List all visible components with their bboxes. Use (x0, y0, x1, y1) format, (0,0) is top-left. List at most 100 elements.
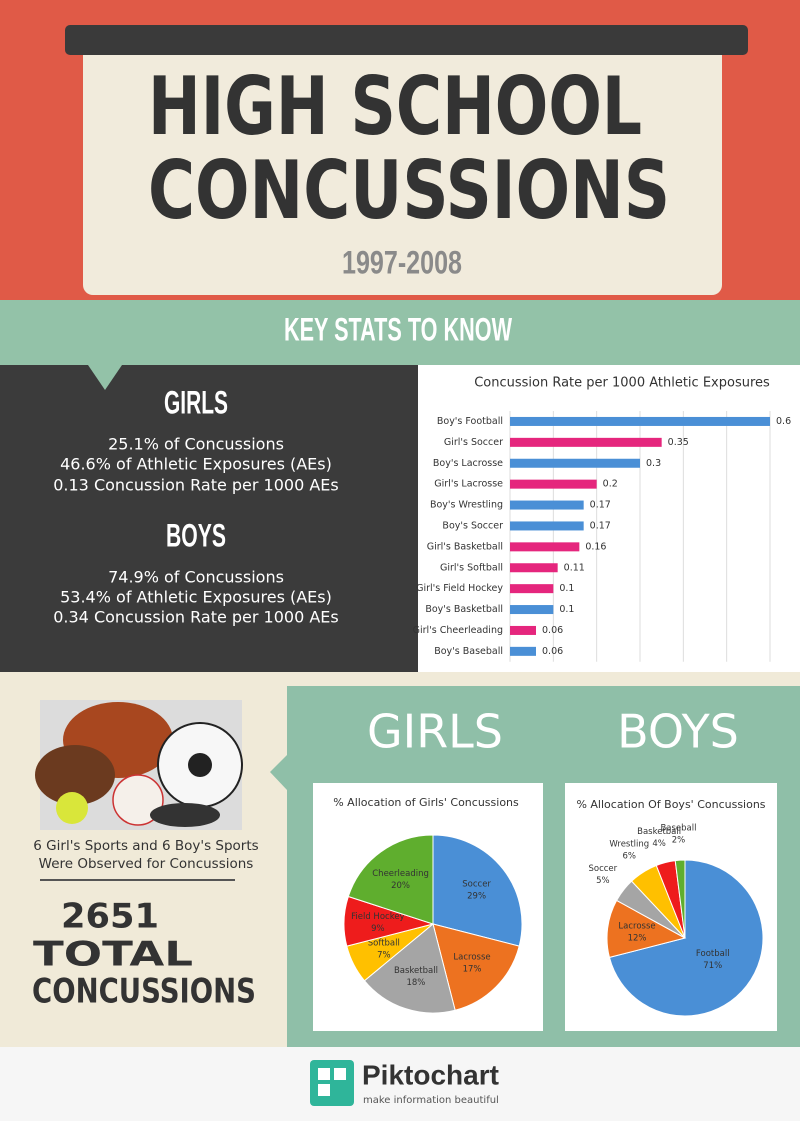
pie-slice (608, 859, 764, 1017)
title-line: CONCUSSIONS (148, 144, 670, 237)
title-card (83, 40, 722, 295)
pie-slice (347, 834, 434, 925)
bar (510, 563, 558, 573)
bar (510, 521, 584, 531)
slice-value: 4% (652, 839, 666, 849)
total-number: 2651 (61, 897, 159, 937)
stat-line: 74.9% of Concussions (108, 568, 284, 587)
value-label: 0.35 (668, 437, 689, 448)
value-label: 0.16 (585, 541, 606, 552)
stats-bg (0, 365, 418, 672)
category-label: Girl's Softball (440, 562, 503, 573)
title-bar (65, 25, 748, 55)
slice-label: Lacrosse (453, 953, 490, 963)
category-label: Boy's Baseball (434, 646, 503, 657)
observed-line: 6 Girl's Sports and 6 Boy's Sports (33, 838, 258, 854)
category-label: Girl's Field Hockey (416, 583, 503, 594)
slice-label: Basketball (394, 966, 438, 976)
pie-title: % Allocation Of Boys' Concussions (576, 798, 765, 811)
slice-label: Cheerleading (372, 869, 429, 879)
value-label: 0.11 (564, 562, 585, 573)
category-label: Boy's Basketball (425, 604, 503, 615)
slice-value: 9% (371, 924, 385, 934)
pie-slice (674, 859, 686, 939)
bar-chart: Boy's Football 0.6 Girl's Soccer 0.35 Boy's … (413, 411, 791, 662)
slice-value: 7% (377, 951, 391, 961)
pointer (88, 365, 122, 390)
subtitle: 1997-2008 (342, 244, 462, 280)
slice-label: Lacrosse (618, 921, 655, 931)
footer-bg (0, 1047, 800, 1121)
pie-slice (363, 923, 456, 1014)
slice-value: 20% (391, 881, 410, 891)
tagline: make information beautiful (363, 1095, 499, 1106)
pies: Soccer 29% Lacrosse 17% Basketball 18% Softbal… (343, 824, 764, 1017)
bar (510, 437, 662, 447)
value-label: 0.06 (542, 646, 563, 657)
slice-label: Soccer (462, 880, 491, 890)
banner-bg (0, 300, 800, 365)
stat-line: 0.13 Concussion Rate per 1000 AEs (53, 476, 339, 495)
stat-line: 46.6% of Athletic Exposures (AEs) (60, 455, 332, 474)
category-label: Boy's Wrestling (430, 500, 503, 511)
total-label: CONCUSSIONS (32, 972, 256, 1012)
category-label: Boy's Lacrosse (433, 458, 503, 469)
brand: Piktochart (362, 1059, 499, 1090)
slice-value: 5% (596, 876, 610, 886)
bar (510, 646, 536, 656)
banner: KEY STATS TO KNOW (284, 311, 513, 347)
sports-image (35, 700, 243, 830)
value-label: 0.3 (646, 458, 661, 469)
category-label: Girl's Basketball (427, 541, 503, 552)
bar (510, 500, 584, 510)
slice-value: 71% (703, 961, 722, 971)
bar-panel (420, 365, 800, 672)
bar (510, 416, 770, 426)
bar (510, 625, 536, 635)
slice-label: Soccer (588, 864, 617, 874)
slice-label: Football (696, 949, 730, 959)
pie-heading: GIRLS (367, 705, 503, 759)
value-label: 0.1 (559, 604, 574, 615)
stats-heading: GIRLS (164, 384, 228, 420)
bar (510, 458, 640, 468)
stat-line: 0.34 Concussion Rate per 1000 AEs (53, 608, 339, 627)
category-label: Boy's Football (437, 416, 503, 427)
slice-label: Field Hockey (351, 912, 404, 922)
logo (310, 1060, 354, 1106)
bar (510, 479, 597, 489)
pie-slice (432, 834, 523, 947)
pointer (270, 755, 287, 790)
slice-value: 6% (623, 852, 637, 862)
slice-value: 17% (463, 965, 482, 975)
slice-label: Softball (368, 939, 400, 949)
slice-label: Wrestling (609, 840, 649, 850)
value-label: 0.1 (559, 583, 574, 594)
stats-heading: BOYS (166, 517, 226, 553)
pie-heading: BOYS (617, 705, 739, 759)
slice-label: Basketball (637, 827, 681, 837)
category-label: Boy's Soccer (442, 520, 503, 531)
slice-value: 12% (628, 933, 647, 943)
value-label: 0.17 (590, 500, 611, 511)
slice-label: Baseball (660, 824, 696, 834)
bar (510, 605, 554, 615)
value-label: 0.6 (776, 416, 791, 427)
category-label: Girl's Lacrosse (434, 479, 503, 490)
pie-slice (432, 923, 520, 1011)
total-label: TOTAL (33, 935, 193, 975)
bar-title: Concussion Rate per 1000 Athletic Exposu… (474, 376, 770, 391)
bar (510, 584, 554, 594)
slice-value: 29% (467, 892, 486, 902)
value-label: 0.17 (590, 520, 611, 531)
bar (510, 542, 580, 552)
category-label: Girl's Cheerleading (413, 625, 503, 636)
value-label: 0.2 (603, 479, 618, 490)
stat-line: 53.4% of Athletic Exposures (AEs) (60, 588, 332, 607)
value-label: 0.06 (542, 625, 563, 636)
pie-title: % Allocation of Girls' Concussions (333, 796, 519, 809)
category-label: Girl's Soccer (444, 437, 503, 448)
observed-line: Were Observed for Concussions (39, 856, 254, 872)
slice-value: 18% (406, 978, 425, 988)
